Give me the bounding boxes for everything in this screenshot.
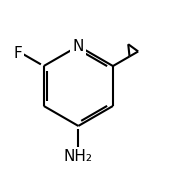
Text: F: F — [14, 46, 23, 61]
Text: N: N — [73, 39, 84, 53]
Text: NH₂: NH₂ — [64, 149, 93, 164]
